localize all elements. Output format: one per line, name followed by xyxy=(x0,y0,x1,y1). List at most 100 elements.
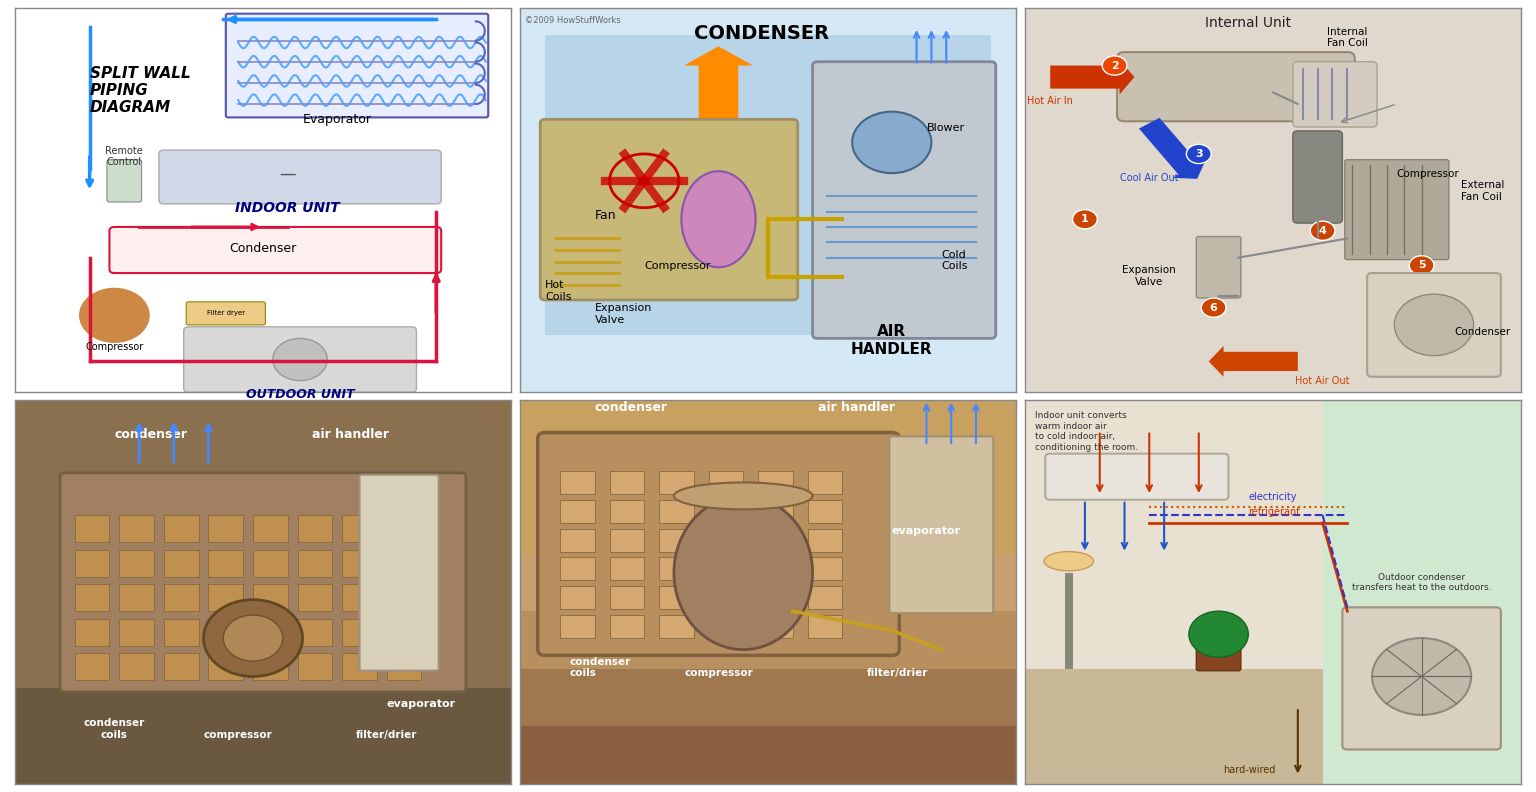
FancyBboxPatch shape xyxy=(298,653,332,680)
FancyBboxPatch shape xyxy=(387,653,421,680)
FancyBboxPatch shape xyxy=(1342,607,1501,749)
FancyBboxPatch shape xyxy=(708,615,743,638)
Circle shape xyxy=(1201,298,1226,318)
FancyBboxPatch shape xyxy=(610,558,644,581)
FancyBboxPatch shape xyxy=(387,550,421,577)
Circle shape xyxy=(203,600,303,676)
FancyBboxPatch shape xyxy=(298,550,332,577)
FancyArrow shape xyxy=(1209,346,1298,377)
FancyBboxPatch shape xyxy=(1367,273,1501,377)
FancyBboxPatch shape xyxy=(387,619,421,645)
FancyBboxPatch shape xyxy=(387,515,421,542)
FancyBboxPatch shape xyxy=(226,13,488,117)
Circle shape xyxy=(273,338,327,381)
FancyBboxPatch shape xyxy=(813,62,995,338)
FancyBboxPatch shape xyxy=(253,550,287,577)
FancyBboxPatch shape xyxy=(889,436,994,613)
Text: condenser
coils: condenser coils xyxy=(84,718,144,740)
Text: Cold
Coils: Cold Coils xyxy=(942,249,968,271)
Text: Hot Air Out: Hot Air Out xyxy=(1295,376,1350,386)
FancyBboxPatch shape xyxy=(808,615,842,638)
FancyBboxPatch shape xyxy=(808,528,842,551)
Circle shape xyxy=(1072,210,1097,229)
FancyBboxPatch shape xyxy=(75,619,109,645)
hard-wired xyxy=(1338,503,1356,512)
FancyBboxPatch shape xyxy=(561,586,594,609)
FancyBboxPatch shape xyxy=(659,586,694,609)
FancyBboxPatch shape xyxy=(1197,237,1241,298)
FancyBboxPatch shape xyxy=(253,619,287,645)
FancyBboxPatch shape xyxy=(1026,400,1322,668)
Text: evaporator: evaporator xyxy=(892,527,962,536)
FancyBboxPatch shape xyxy=(659,500,694,523)
FancyBboxPatch shape xyxy=(298,515,332,542)
FancyBboxPatch shape xyxy=(659,471,694,494)
Text: refrigerant: refrigerant xyxy=(1249,507,1301,517)
FancyBboxPatch shape xyxy=(808,586,842,609)
Text: Compressor: Compressor xyxy=(644,261,711,271)
FancyBboxPatch shape xyxy=(759,586,793,609)
FancyBboxPatch shape xyxy=(759,500,793,523)
FancyBboxPatch shape xyxy=(75,515,109,542)
FancyBboxPatch shape xyxy=(808,471,842,494)
FancyArrow shape xyxy=(1051,59,1135,94)
FancyBboxPatch shape xyxy=(708,558,743,581)
electricity xyxy=(1338,510,1356,520)
FancyBboxPatch shape xyxy=(164,515,198,542)
FancyBboxPatch shape xyxy=(158,150,441,204)
FancyBboxPatch shape xyxy=(120,584,154,611)
refrigerant xyxy=(1338,518,1356,527)
Circle shape xyxy=(80,288,149,342)
Text: evaporator: evaporator xyxy=(387,699,456,709)
FancyBboxPatch shape xyxy=(253,515,287,542)
FancyArrow shape xyxy=(684,47,753,181)
FancyBboxPatch shape xyxy=(1346,160,1448,260)
FancyBboxPatch shape xyxy=(209,515,243,542)
FancyBboxPatch shape xyxy=(1117,52,1355,121)
refrigerant xyxy=(1140,518,1158,527)
FancyBboxPatch shape xyxy=(708,528,743,551)
FancyBboxPatch shape xyxy=(343,584,376,611)
FancyBboxPatch shape xyxy=(610,500,644,523)
FancyBboxPatch shape xyxy=(343,619,376,645)
Text: Remote
Control: Remote Control xyxy=(106,146,143,167)
FancyBboxPatch shape xyxy=(253,653,287,680)
FancyBboxPatch shape xyxy=(808,500,842,523)
Text: Hot
Coils: Hot Coils xyxy=(545,280,571,302)
FancyBboxPatch shape xyxy=(541,120,797,300)
Text: Condenser: Condenser xyxy=(229,242,296,255)
FancyBboxPatch shape xyxy=(60,473,465,692)
FancyBboxPatch shape xyxy=(708,586,743,609)
FancyBboxPatch shape xyxy=(521,668,1015,726)
FancyBboxPatch shape xyxy=(1293,131,1342,223)
Circle shape xyxy=(223,615,283,661)
FancyBboxPatch shape xyxy=(75,653,109,680)
FancyBboxPatch shape xyxy=(1026,668,1322,784)
Circle shape xyxy=(1310,221,1335,241)
FancyBboxPatch shape xyxy=(120,515,154,542)
FancyBboxPatch shape xyxy=(184,327,416,392)
FancyBboxPatch shape xyxy=(1064,573,1072,668)
Text: Fan: Fan xyxy=(594,209,616,223)
FancyBboxPatch shape xyxy=(1322,400,1521,784)
FancyBboxPatch shape xyxy=(1197,644,1241,671)
Text: air handler: air handler xyxy=(817,402,894,414)
Circle shape xyxy=(1395,294,1473,356)
FancyBboxPatch shape xyxy=(538,432,899,655)
FancyBboxPatch shape xyxy=(808,558,842,581)
Text: condenser
coils: condenser coils xyxy=(570,657,631,679)
FancyBboxPatch shape xyxy=(759,471,793,494)
Text: AIR
HANDLER: AIR HANDLER xyxy=(851,325,932,356)
Text: filter/drier: filter/drier xyxy=(356,730,418,740)
FancyBboxPatch shape xyxy=(186,302,266,325)
FancyBboxPatch shape xyxy=(659,528,694,551)
Circle shape xyxy=(852,112,931,173)
FancyBboxPatch shape xyxy=(209,619,243,645)
Text: 1: 1 xyxy=(1081,215,1089,224)
FancyBboxPatch shape xyxy=(120,619,154,645)
FancyBboxPatch shape xyxy=(610,615,644,638)
FancyBboxPatch shape xyxy=(343,515,376,542)
Text: Blower: Blower xyxy=(926,123,965,133)
FancyBboxPatch shape xyxy=(15,688,510,784)
FancyBboxPatch shape xyxy=(561,500,594,523)
